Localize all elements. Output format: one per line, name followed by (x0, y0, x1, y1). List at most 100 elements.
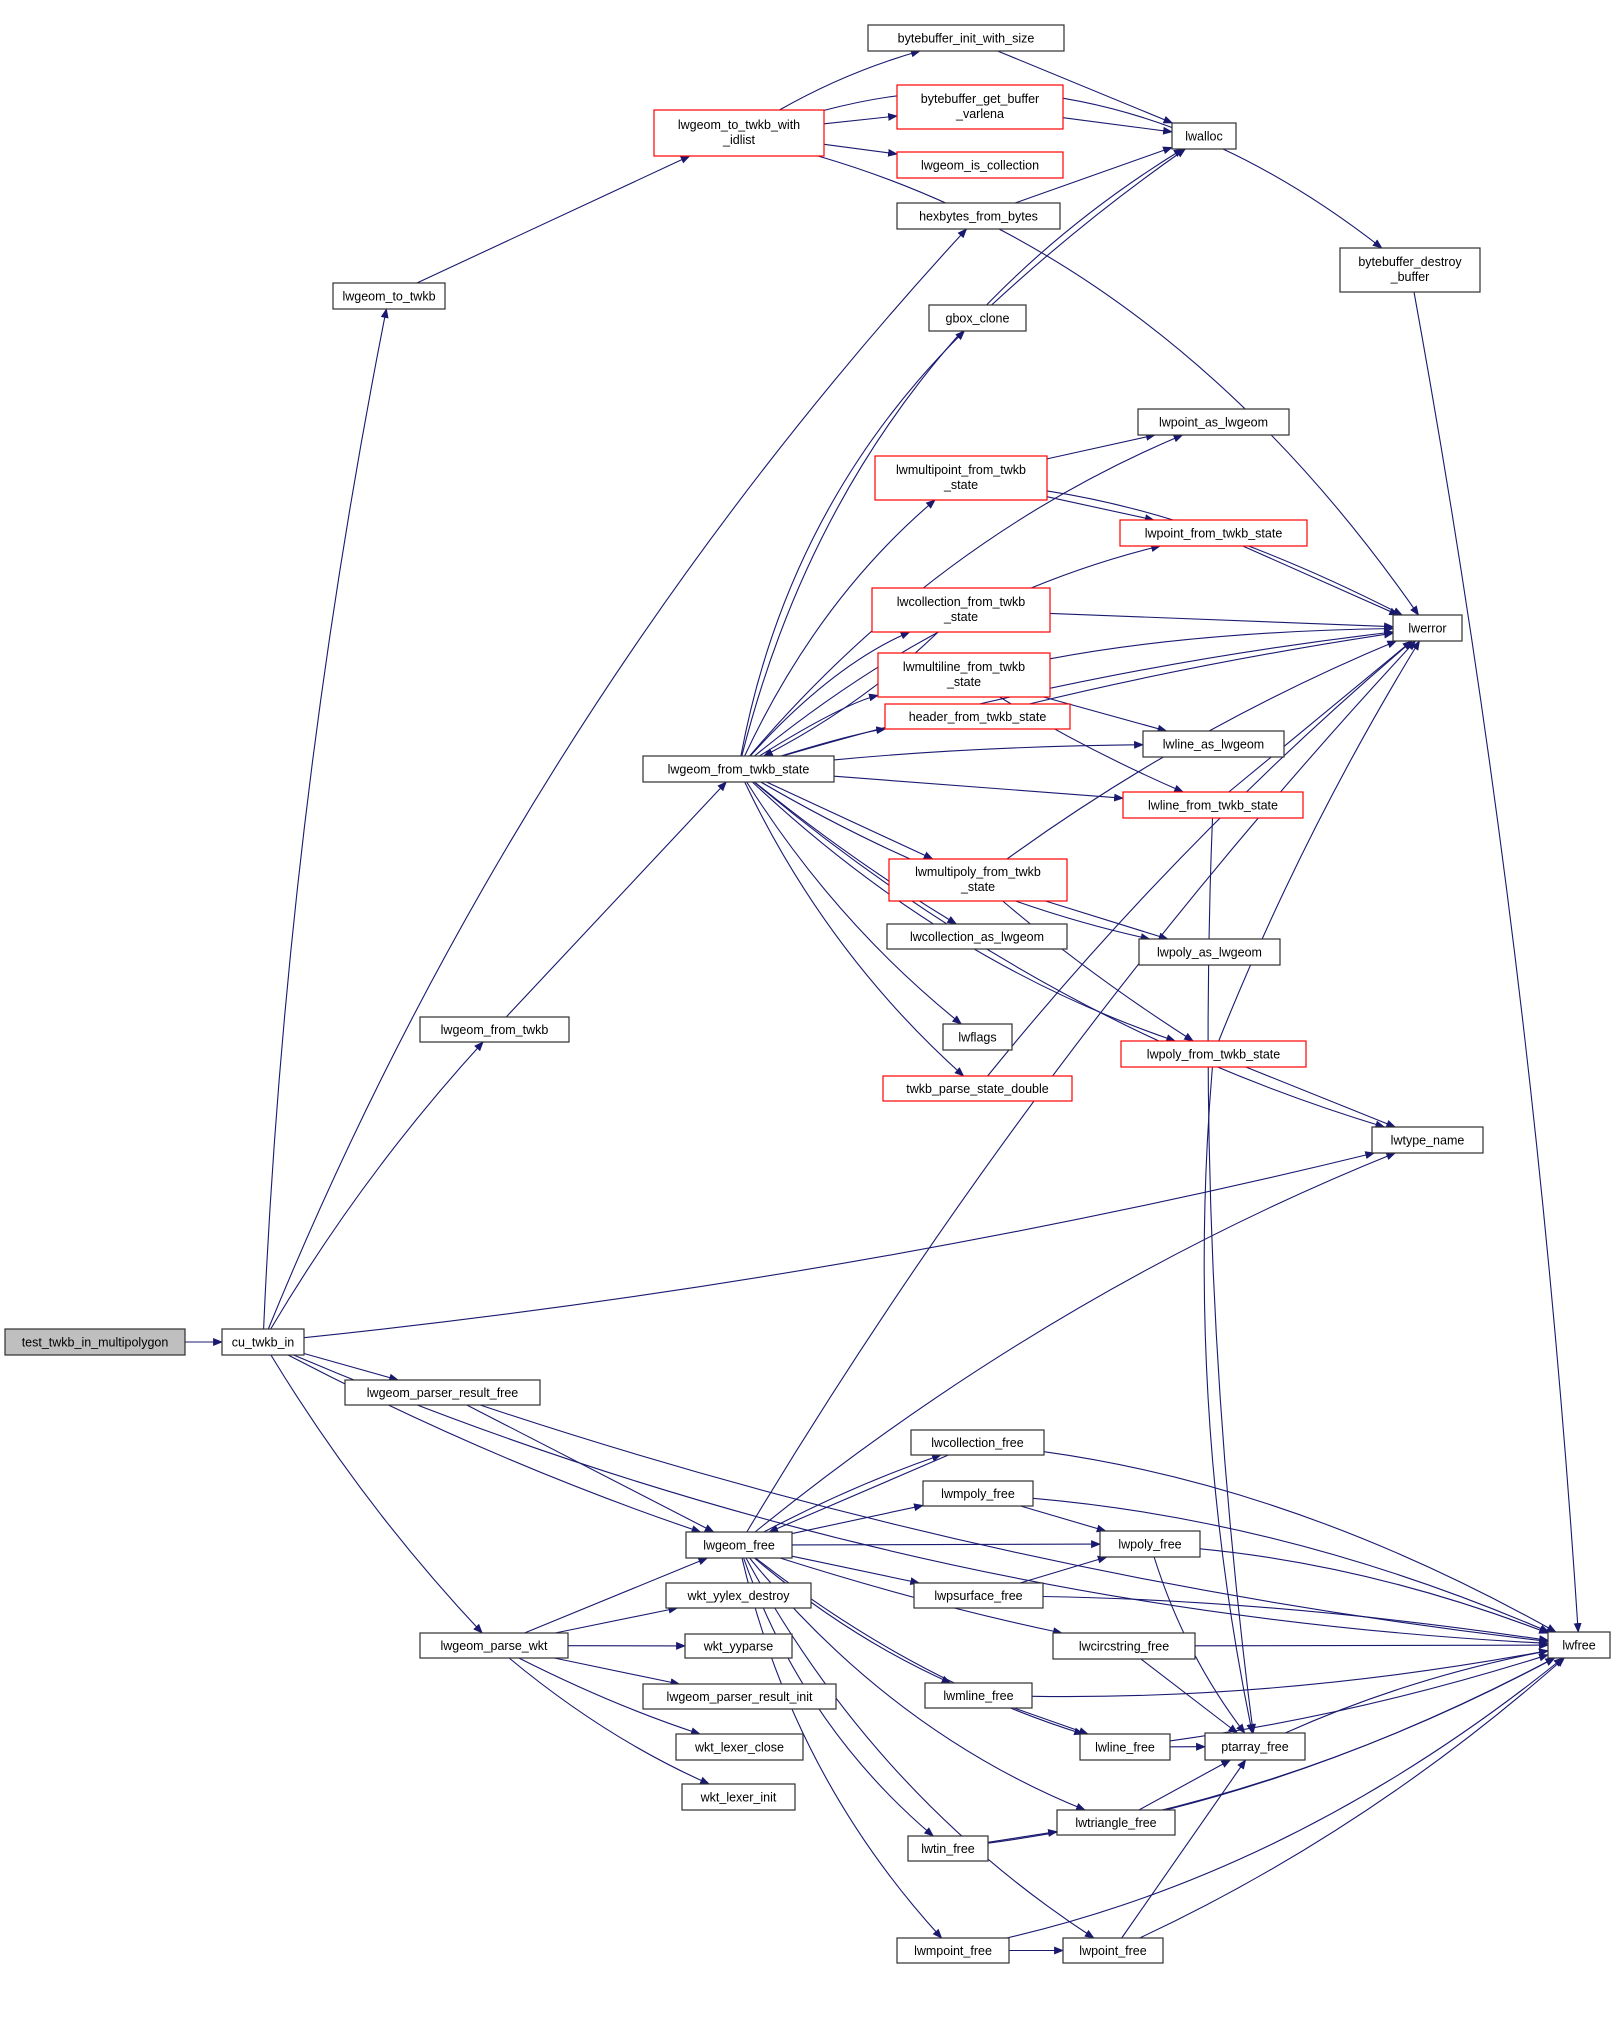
node-box-lwmline_free[interactable] (924, 1682, 1033, 1709)
node-box-lwgeom_is_collection[interactable] (896, 151, 1064, 179)
node-box-lwalloc[interactable] (1171, 122, 1237, 150)
node-lwgeom_parser_result_init[interactable]: lwgeom_parser_result_init (642, 1683, 837, 1710)
node-lwpoint_free[interactable]: lwpoint_free (1062, 1937, 1164, 1964)
node-box-lwpsurface_free[interactable] (913, 1582, 1044, 1609)
node-box-lwgeom_to_twkb[interactable] (332, 282, 446, 310)
node-box-lwpoly_as_lwgeom[interactable] (1138, 938, 1281, 966)
node-box-header_from_twkb_state[interactable] (884, 703, 1071, 730)
node-lwcollection_free[interactable]: lwcollection_free (910, 1429, 1045, 1456)
node-box-lwmultiline_from_twkb_state[interactable] (877, 652, 1051, 698)
node-box-lwgeom_parser_result_init[interactable] (642, 1683, 837, 1710)
node-box-lwline_from_twkb_state[interactable] (1122, 791, 1304, 819)
node-lwgeom_free[interactable]: lwgeom_free (685, 1531, 793, 1559)
node-lwfree[interactable]: lwfree (1547, 1631, 1611, 1659)
node-lwmpoint_free[interactable]: lwmpoint_free (896, 1937, 1010, 1964)
node-box-lwline_as_lwgeom[interactable] (1142, 730, 1285, 758)
node-box-hexbytes_from_bytes[interactable] (896, 202, 1061, 230)
node-box-twkb_parse_state_double[interactable] (882, 1075, 1073, 1102)
node-box-lwgeom_from_twkb[interactable] (419, 1016, 570, 1043)
node-wkt_lexer_close[interactable]: wkt_lexer_close (675, 1733, 804, 1761)
node-box-wkt_lexer_init[interactable] (681, 1783, 796, 1811)
node-wkt_lexer_init[interactable]: wkt_lexer_init (681, 1783, 796, 1811)
node-lwmultipoint_from_twkb_state[interactable]: lwmultipoint_from_twkb _state (874, 455, 1048, 501)
node-lwtriangle_free[interactable]: lwtriangle_free (1056, 1809, 1176, 1836)
node-test_twkb_in_multipolygon[interactable]: test_twkb_in_multipolygon (4, 1328, 186, 1356)
node-box-lwpoly_free[interactable] (1099, 1530, 1201, 1558)
node-box-bytebuffer_destroy_buffer[interactable] (1339, 247, 1481, 293)
node-lwerror[interactable]: lwerror (1392, 614, 1463, 642)
node-lwmultiline_from_twkb_state[interactable]: lwmultiline_from_twkb _state (877, 652, 1051, 698)
node-box-lwgeom_parser_result_free[interactable] (344, 1379, 541, 1406)
node-wkt_yylex_destroy[interactable]: wkt_yylex_destroy (665, 1582, 812, 1609)
node-lwgeom_is_collection[interactable]: lwgeom_is_collection (896, 151, 1064, 179)
node-lwcollection_from_twkb_state[interactable]: lwcollection_from_twkb _state (871, 587, 1051, 633)
node-box-cu_twkb_in[interactable] (221, 1328, 305, 1356)
node-box-lwgeom_parse_wkt[interactable] (419, 1632, 569, 1659)
node-lwcollection_as_lwgeom[interactable]: lwcollection_as_lwgeom (886, 923, 1068, 950)
node-box-test_twkb_in_multipolygon[interactable] (4, 1328, 186, 1356)
node-lwline_free[interactable]: lwline_free (1079, 1733, 1171, 1761)
node-box-lwgeom_from_twkb_state[interactable] (642, 755, 835, 783)
node-box-lwfree[interactable] (1547, 1631, 1611, 1659)
node-box-lwmpoly_free[interactable] (922, 1480, 1034, 1507)
node-box-lwcollection_as_lwgeom[interactable] (886, 923, 1068, 950)
node-box-lwcircstring_free[interactable] (1052, 1632, 1196, 1660)
node-bytebuffer_get_buffer_varlena[interactable]: bytebuffer_get_buffer _varlena (896, 84, 1064, 130)
node-box-bytebuffer_init_with_size[interactable] (867, 24, 1065, 52)
node-box-lwcollection_from_twkb_state[interactable] (871, 587, 1051, 633)
node-lwpoly_free[interactable]: lwpoly_free (1099, 1530, 1201, 1558)
node-lwgeom_parse_wkt[interactable]: lwgeom_parse_wkt (419, 1632, 569, 1659)
node-ptarray_free[interactable]: ptarray_free (1204, 1732, 1306, 1761)
node-box-lwtin_free[interactable] (907, 1835, 989, 1862)
node-bytebuffer_init_with_size[interactable]: bytebuffer_init_with_size (867, 24, 1065, 52)
node-twkb_parse_state_double[interactable]: twkb_parse_state_double (882, 1075, 1073, 1102)
node-lwpoint_from_twkb_state[interactable]: lwpoint_from_twkb_state (1119, 519, 1308, 547)
node-lwmline_free[interactable]: lwmline_free (924, 1682, 1033, 1709)
node-box-lwtype_name[interactable] (1371, 1126, 1484, 1154)
node-box-lwmpoint_free[interactable] (896, 1937, 1010, 1964)
node-box-wkt_yyparse[interactable] (684, 1633, 793, 1659)
node-box-lwpoint_free[interactable] (1062, 1937, 1164, 1964)
node-lwmpoly_free[interactable]: lwmpoly_free (922, 1480, 1034, 1507)
node-lwcircstring_free[interactable]: lwcircstring_free (1052, 1632, 1196, 1660)
node-lwpoly_from_twkb_state[interactable]: lwpoly_from_twkb_state (1120, 1040, 1307, 1068)
node-lwgeom_to_twkb_with_idlist[interactable]: lwgeom_to_twkb_with _idlist (653, 109, 825, 157)
node-lwtin_free[interactable]: lwtin_free (907, 1835, 989, 1862)
node-lwtype_name[interactable]: lwtype_name (1371, 1126, 1484, 1154)
node-box-lwgeom_to_twkb_with_idlist[interactable] (653, 109, 825, 157)
node-lwmultipoly_from_twkb_state[interactable]: lwmultipoly_from_twkb _state (888, 858, 1068, 902)
node-box-lwtriangle_free[interactable] (1056, 1809, 1176, 1836)
node-lwalloc[interactable]: lwalloc (1171, 122, 1237, 150)
node-lwflags[interactable]: lwflags (942, 1023, 1013, 1051)
node-box-lwpoly_from_twkb_state[interactable] (1120, 1040, 1307, 1068)
node-box-bytebuffer_get_buffer_varlena[interactable] (896, 84, 1064, 130)
node-lwpoly_as_lwgeom[interactable]: lwpoly_as_lwgeom (1138, 938, 1281, 966)
node-box-gbox_clone[interactable] (928, 304, 1027, 332)
node-lwline_from_twkb_state[interactable]: lwline_from_twkb_state (1122, 791, 1304, 819)
node-lwgeom_to_twkb[interactable]: lwgeom_to_twkb (332, 282, 446, 310)
node-bytebuffer_destroy_buffer[interactable]: bytebuffer_destroy _buffer (1339, 247, 1481, 293)
node-box-lwerror[interactable] (1392, 614, 1463, 642)
node-box-wkt_yylex_destroy[interactable] (665, 1582, 812, 1609)
node-box-wkt_lexer_close[interactable] (675, 1733, 804, 1761)
node-hexbytes_from_bytes[interactable]: hexbytes_from_bytes (896, 202, 1061, 230)
node-header_from_twkb_state[interactable]: header_from_twkb_state (884, 703, 1071, 730)
node-box-lwmultipoly_from_twkb_state[interactable] (888, 858, 1068, 902)
node-box-lwflags[interactable] (942, 1023, 1013, 1051)
node-lwgeom_from_twkb[interactable]: lwgeom_from_twkb (419, 1016, 570, 1043)
node-box-lwline_free[interactable] (1079, 1733, 1171, 1761)
node-lwpsurface_free[interactable]: lwpsurface_free (913, 1582, 1044, 1609)
node-box-lwpoint_as_lwgeom[interactable] (1137, 408, 1290, 436)
node-box-ptarray_free[interactable] (1204, 1732, 1306, 1761)
node-box-lwmultipoint_from_twkb_state[interactable] (874, 455, 1048, 501)
node-lwline_as_lwgeom[interactable]: lwline_as_lwgeom (1142, 730, 1285, 758)
node-lwgeom_parser_result_free[interactable]: lwgeom_parser_result_free (344, 1379, 541, 1406)
node-box-lwpoint_from_twkb_state[interactable] (1119, 519, 1308, 547)
node-cu_twkb_in[interactable]: cu_twkb_in (221, 1328, 305, 1356)
node-box-lwcollection_free[interactable] (910, 1429, 1045, 1456)
node-box-lwgeom_free[interactable] (685, 1531, 793, 1559)
node-gbox_clone[interactable]: gbox_clone (928, 304, 1027, 332)
node-wkt_yyparse[interactable]: wkt_yyparse (684, 1633, 793, 1659)
node-lwgeom_from_twkb_state[interactable]: lwgeom_from_twkb_state (642, 755, 835, 783)
node-lwpoint_as_lwgeom[interactable]: lwpoint_as_lwgeom (1137, 408, 1290, 436)
